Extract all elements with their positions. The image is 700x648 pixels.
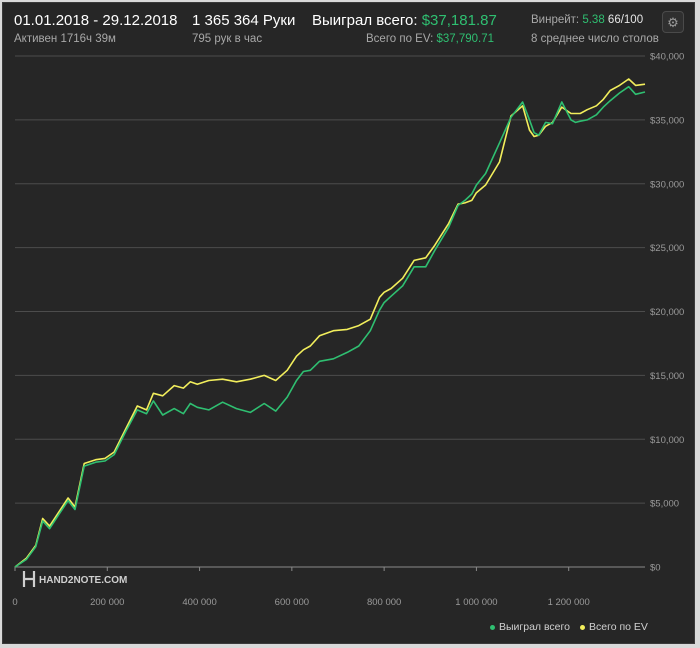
series-line-ev (14, 78, 646, 568)
legend-label-won: Выиграл всего (499, 621, 570, 633)
y-axis-ticks: $0 $5,000 $10,000 $15,000 $20,000 $25,000 $30,… (650, 52, 684, 574)
y-tick-label: $10,000 (650, 435, 684, 446)
y-tick-label: $25,000 (650, 243, 684, 254)
date-range: 01.01.2018 - 29.12.2018 (14, 12, 178, 29)
legend-dot-won (490, 624, 495, 630)
x-tick-label: 600 000 (275, 597, 309, 608)
y-tick-label: $20,000 (650, 307, 684, 318)
won-label: Выиграл всего: (312, 12, 418, 29)
gear-icon[interactable]: ⚙ (662, 11, 684, 33)
legend-item-ev[interactable]: Всего по EV (580, 621, 648, 633)
winrate-summary: Винрейт: 5.38 66/100 (531, 14, 643, 26)
tables-average: 8 среднее число столов (531, 33, 659, 45)
watermark-text: HAND2NOTE.COM (39, 575, 127, 586)
series-line-won (14, 85, 646, 568)
legend-dot-ev (580, 624, 585, 630)
y-tick-label: $15,000 (650, 371, 684, 382)
chart-grid (15, 55, 645, 568)
y-tick-label: $0 (650, 563, 661, 574)
active-time: Активен 1716ч 39м (14, 33, 116, 45)
x-tick-label: 400 000 (182, 597, 216, 608)
winrate-label: Винрейт: (531, 14, 580, 26)
x-tick-label: 1 200 000 (548, 597, 590, 608)
ev-value: $37,790.71 (436, 33, 495, 45)
x-tick-label: 0 (12, 597, 17, 608)
won-summary: Выиграл всего: $37,181.87 (312, 12, 497, 29)
x-tick-label: 800 000 (367, 597, 401, 608)
hands-per-hour: 795 рук в час (192, 33, 263, 45)
legend-item-won[interactable]: Выиграл всего (490, 621, 570, 633)
winrate-ratio: 66/100 (607, 14, 644, 26)
x-tick-label: 1 000 000 (455, 597, 497, 608)
y-tick-label: $30,000 (650, 179, 684, 190)
legend-label-ev: Всего по EV (589, 621, 648, 633)
won-value: $37,181.87 (421, 12, 497, 29)
y-tick-label: $5,000 (650, 499, 679, 510)
x-tick-label: 200 000 (90, 597, 124, 608)
x-axis-ticks: 0 200 000 400 000 600 000 800 000 1 000 000 1 … (12, 567, 590, 608)
ev-label: Всего по EV: (366, 33, 434, 45)
ev-summary: Всего по EV: $37,790.71 (366, 33, 494, 45)
y-tick-label: $35,000 (650, 115, 684, 126)
winrate-value: 5.38 (582, 14, 605, 26)
series-lines (14, 78, 646, 568)
h2n-logo-icon (22, 571, 36, 587)
hands-count: 1 365 364 Руки (192, 12, 296, 29)
y-tick-label: $40,000 (650, 52, 684, 63)
watermark: HAND2NOTE.COM (22, 571, 127, 587)
